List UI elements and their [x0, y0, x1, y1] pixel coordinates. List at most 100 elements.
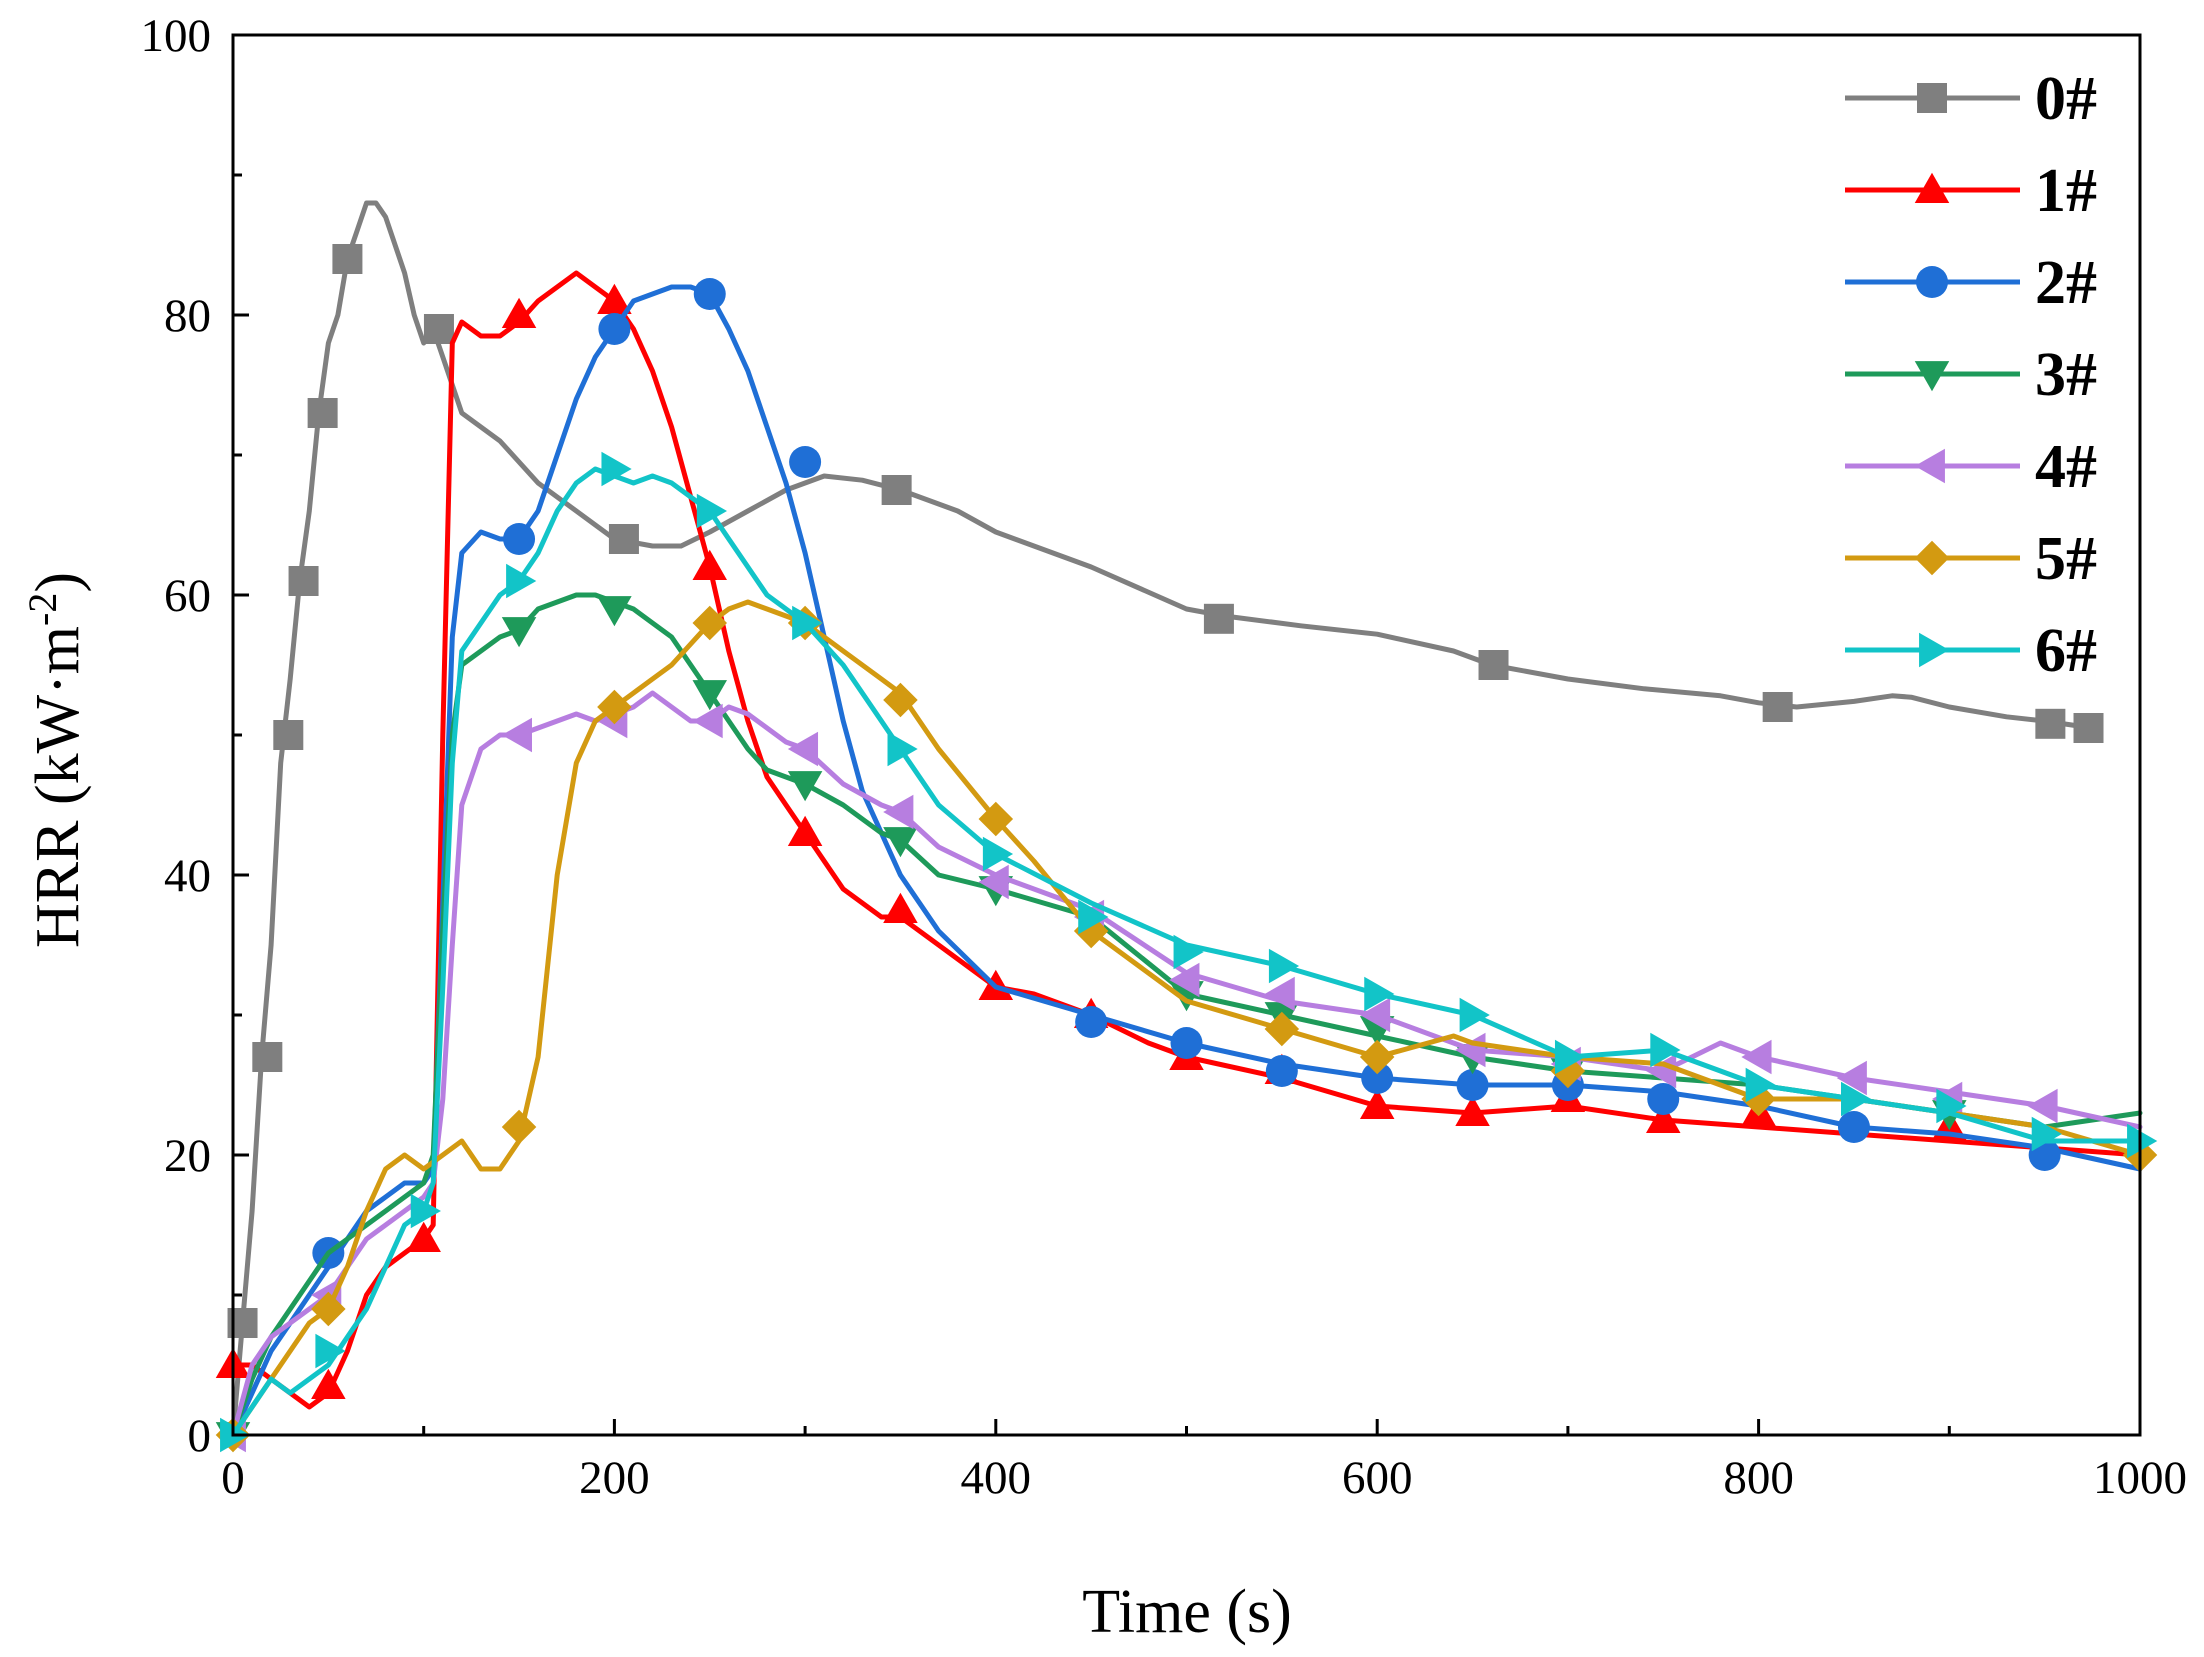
data-point-marker	[1364, 976, 1395, 1012]
data-point-marker	[1841, 1081, 1872, 1117]
x-axis-title: Time (s)	[1082, 1578, 1292, 1646]
legend-marker	[1914, 172, 1950, 203]
data-point-marker	[597, 283, 632, 314]
y-tick-label: 20	[164, 1130, 211, 1182]
data-point-marker	[1936, 1088, 1967, 1124]
series-6	[220, 451, 2158, 1453]
data-point-marker	[1265, 1055, 1298, 1087]
data-point-marker	[1359, 1088, 1395, 1119]
data-point-marker	[597, 689, 632, 725]
legend: 0# 1# 2# 3# 4# 5# 6#	[1845, 65, 2097, 685]
data-point-marker	[273, 720, 304, 750]
y-axis-title-main: HRR (kW·m	[24, 626, 92, 948]
data-point-marker	[501, 717, 532, 753]
series-4	[215, 690, 2143, 1453]
data-point-marker	[311, 1368, 346, 1399]
data-point-marker	[1203, 603, 1234, 634]
data-point-marker	[787, 815, 823, 846]
y-tick-label: 60	[164, 570, 211, 622]
x-tick-label: 600	[1342, 1452, 1413, 1504]
data-point-marker	[597, 596, 632, 627]
y-axis-title-close: )	[24, 572, 92, 593]
data-point-marker	[1170, 1027, 1203, 1059]
data-point-marker	[692, 703, 723, 739]
data-point-marker	[883, 682, 918, 718]
y-axis-title: HRR (kW·m-2)	[20, 572, 92, 948]
legend-label: 4#	[2035, 433, 2097, 501]
series-0	[227, 200, 2104, 1438]
data-point-marker	[288, 566, 319, 596]
data-point-marker	[1456, 1069, 1489, 1101]
data-point-marker	[1361, 1062, 1394, 1094]
x-tick-label: 400	[961, 1452, 1032, 1504]
legend-item: 0#	[1845, 65, 2097, 133]
x-tick-label: 0	[221, 1452, 245, 1504]
legend-item: 3#	[1845, 341, 2097, 409]
series-line	[230, 466, 2143, 1438]
data-point-marker	[1359, 997, 1391, 1033]
legend-marker	[1919, 632, 1950, 668]
data-point-marker	[887, 731, 918, 767]
data-point-marker	[978, 801, 1014, 837]
legend-item: 2#	[1845, 249, 2097, 317]
data-point-marker	[2035, 708, 2066, 739]
legend-item: 5#	[1845, 525, 2097, 593]
legend-label: 2#	[2035, 249, 2097, 317]
y-tick-label: 100	[141, 10, 212, 62]
data-point-marker	[1554, 1039, 1586, 1075]
data-point-marker	[503, 523, 536, 555]
series-line	[230, 270, 2143, 1410]
legend-label: 3#	[2035, 341, 2097, 409]
data-point-marker	[787, 731, 819, 767]
data-point-marker	[1650, 1032, 1681, 1068]
y-tick-label: 0	[188, 1410, 212, 1462]
data-point-marker	[2127, 1123, 2158, 1159]
data-point-marker	[692, 605, 727, 641]
data-point-marker	[1646, 1053, 1677, 1089]
data-point-marker	[1837, 1111, 1870, 1143]
x-tick-label: 800	[1723, 1452, 1794, 1504]
data-point-marker	[787, 771, 823, 802]
data-point-marker	[1459, 997, 1490, 1033]
x-tick-label: 1000	[2093, 1452, 2187, 1504]
data-point-marker	[1075, 1006, 1108, 1038]
legend-marker	[1916, 266, 1948, 298]
series-line	[230, 200, 2086, 1438]
data-point-marker	[311, 1291, 346, 1327]
data-point-marker	[608, 524, 639, 554]
legend-marker	[1914, 448, 1945, 484]
data-point-marker	[696, 493, 727, 529]
data-point-marker	[1646, 1102, 1681, 1133]
data-point-marker	[789, 446, 822, 478]
data-point-marker	[1762, 692, 1793, 722]
data-point-marker	[1478, 650, 1509, 680]
data-point-marker	[881, 475, 912, 505]
data-point-marker	[307, 398, 338, 428]
data-point-marker	[601, 451, 632, 487]
data-point-marker	[1455, 1095, 1490, 1126]
data-point-marker	[501, 1109, 537, 1145]
data-point-marker	[1745, 1067, 1776, 1103]
y-tick-label: 40	[164, 850, 211, 902]
data-point-marker	[501, 617, 537, 648]
legend-label: 0#	[2035, 65, 2097, 133]
data-point-marker	[423, 314, 454, 344]
data-point-marker	[1173, 934, 1204, 970]
legend-label: 5#	[2035, 525, 2097, 593]
data-point-marker	[1264, 976, 1295, 1012]
data-point-marker	[1647, 1083, 1680, 1115]
data-point-marker	[506, 563, 537, 599]
data-point-marker	[692, 680, 727, 711]
data-point-marker	[982, 836, 1014, 872]
data-point-marker	[883, 892, 918, 923]
y-tick-label: 80	[164, 290, 211, 342]
legend-marker	[1914, 361, 1950, 392]
data-point-marker	[598, 313, 631, 345]
data-point-marker	[2073, 713, 2104, 743]
data-point-marker	[1169, 962, 1200, 998]
data-point-marker	[1078, 899, 1109, 935]
legend-marker	[1914, 540, 1950, 576]
tick-layer: 0 200 400 600 800 1000 0 20 40 60 80 100	[141, 10, 2188, 1504]
data-point-marker	[315, 1333, 346, 1369]
